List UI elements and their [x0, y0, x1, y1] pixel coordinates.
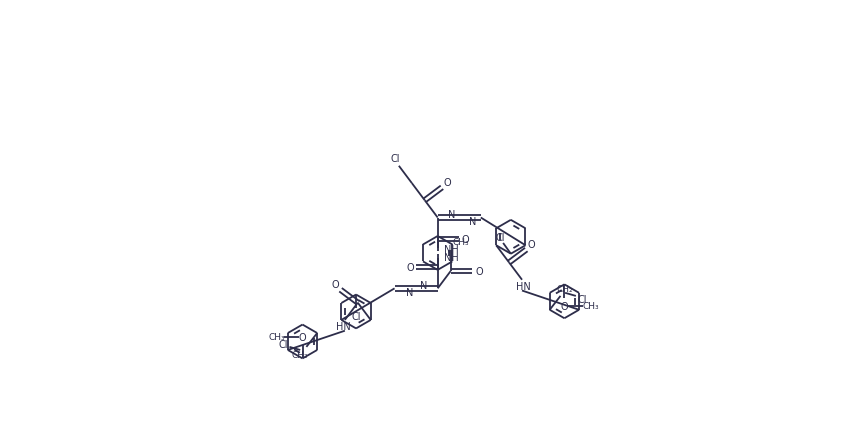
- Text: N: N: [469, 217, 476, 227]
- Text: NH: NH: [444, 244, 458, 254]
- Text: CH₃: CH₃: [451, 238, 468, 247]
- Text: O: O: [461, 234, 468, 244]
- Text: HN: HN: [335, 321, 351, 331]
- Text: O: O: [299, 332, 306, 342]
- Text: O: O: [331, 279, 339, 289]
- Text: CH₂: CH₂: [292, 350, 308, 359]
- Text: CH₃: CH₃: [582, 302, 598, 311]
- Text: HN: HN: [515, 281, 531, 291]
- Text: O: O: [475, 266, 482, 276]
- Text: Cl: Cl: [390, 154, 399, 164]
- Text: O: O: [406, 262, 414, 272]
- Text: CH₃: CH₃: [268, 332, 284, 342]
- Text: CH₂: CH₂: [556, 284, 572, 293]
- Text: Cl: Cl: [351, 311, 360, 321]
- Text: Cl: Cl: [278, 339, 287, 349]
- Text: O: O: [560, 301, 567, 311]
- Text: Cl: Cl: [577, 294, 586, 304]
- Text: O: O: [527, 240, 535, 250]
- Text: N: N: [406, 288, 413, 298]
- Text: NH: NH: [444, 252, 458, 262]
- Text: N: N: [420, 280, 427, 290]
- Text: N: N: [447, 209, 455, 219]
- Text: O: O: [443, 178, 450, 187]
- Text: Cl: Cl: [495, 232, 504, 242]
